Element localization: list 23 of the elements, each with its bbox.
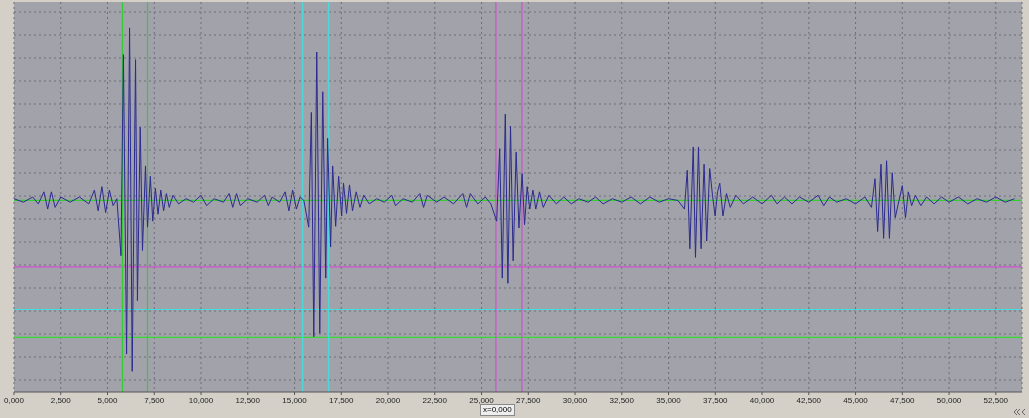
x-tick-label: 40,000 [749, 395, 775, 405]
x-tick-label: 27,500 [516, 395, 542, 405]
x-tick-label: 32,500 [609, 395, 635, 405]
x-tick-label: 47,500 [890, 395, 916, 405]
x-tick-label: 30,000 [562, 395, 588, 405]
x-tick-label: 7,500 [144, 395, 165, 405]
x-tick-label: 12,500 [235, 395, 261, 405]
x-tick-label: 22,500 [422, 395, 448, 405]
x-tick-label: 20,000 [375, 395, 401, 405]
x-tick-label: 37,500 [703, 395, 729, 405]
x-tick-label: 5,000 [97, 395, 119, 405]
x-tick-label: 10,000 [188, 395, 214, 405]
text: x=0,000 [480, 404, 515, 416]
x-tick-label: 45,000 [843, 395, 869, 405]
x-tick-label: 35,000 [656, 395, 682, 405]
x-tick-label: 17,500 [329, 395, 355, 405]
x-tick-label: 25,000 [469, 395, 495, 405]
x-tick-label: 2,500 [50, 395, 72, 405]
x-tick-label: 52,500 [983, 395, 1009, 405]
x-tick-label: 15,000 [282, 395, 308, 405]
x-tick-label: 50,000 [936, 395, 962, 405]
x-tick-label: 42,500 [796, 395, 822, 405]
x-tick-label: 0,000 [3, 395, 25, 405]
